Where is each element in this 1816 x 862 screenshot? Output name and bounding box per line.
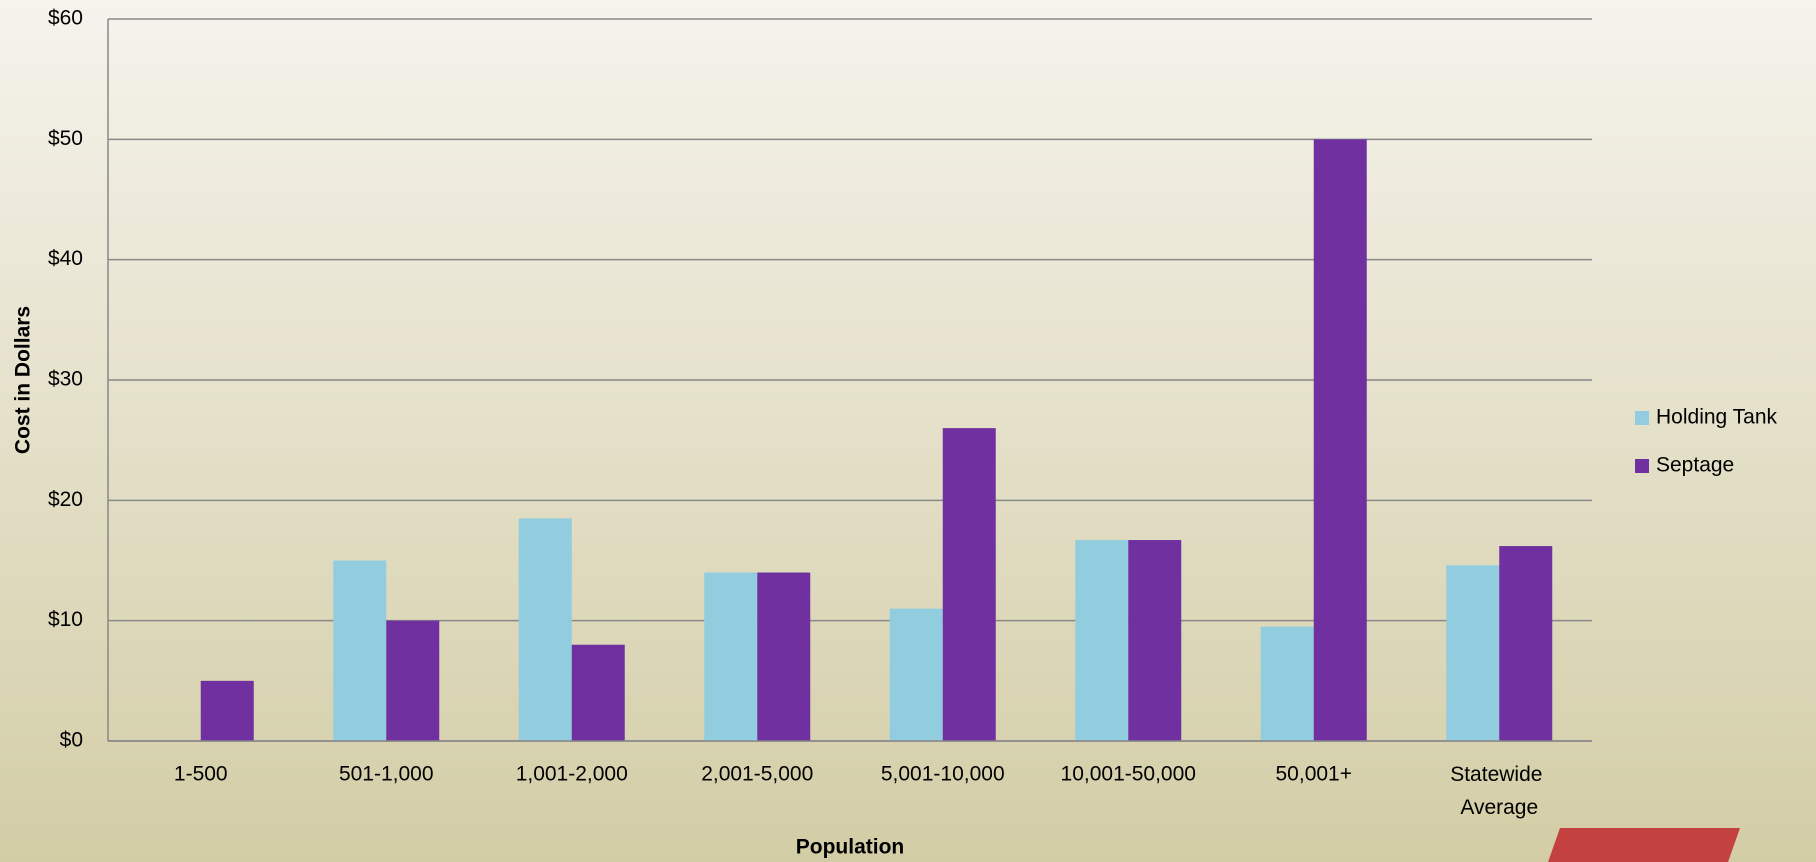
- bar: [200, 680, 254, 741]
- x-axis-title: Population: [796, 836, 905, 859]
- bar: [1260, 626, 1314, 741]
- legend-swatch: [1635, 411, 1649, 425]
- x-tick-label: 2,001-5,000: [701, 763, 813, 786]
- bar: [889, 608, 943, 741]
- bar: [704, 572, 758, 741]
- y-axis-title: Cost in Dollars: [12, 306, 35, 454]
- x-tick-label: 10,001-50,000: [1061, 763, 1196, 786]
- bar: [518, 518, 572, 741]
- legend-label: Septage: [1656, 454, 1734, 477]
- legend-swatch: [1635, 459, 1649, 473]
- x-tick-label: 501-1,000: [339, 763, 434, 786]
- x-tick-label: 1,001-2,000: [516, 763, 628, 786]
- bar: [1128, 540, 1182, 741]
- x-tick-label: 5,001-10,000: [881, 763, 1005, 786]
- bar: [1499, 546, 1553, 741]
- x-tick-label: Statewide Average: [1450, 763, 1548, 819]
- legend-label: Holding Tank: [1656, 406, 1778, 429]
- bar: [942, 428, 996, 741]
- y-tick-label: $40: [48, 247, 83, 270]
- bar: [1075, 540, 1129, 741]
- logo: [1548, 828, 1740, 862]
- y-tick-label: $20: [48, 488, 83, 511]
- y-tick-label: $0: [60, 729, 83, 752]
- y-tick-label: $60: [48, 7, 83, 30]
- x-tick-label: 50,001+: [1276, 763, 1353, 786]
- y-tick-label: $30: [48, 368, 83, 391]
- y-tick-label: $50: [48, 127, 83, 150]
- y-tick-label: $10: [48, 608, 83, 631]
- bar: [333, 560, 387, 741]
- bar: [1446, 565, 1500, 741]
- x-tick-label: 1-500: [174, 763, 228, 786]
- bar: [386, 620, 440, 741]
- bar: [757, 572, 811, 741]
- bar: [1313, 139, 1367, 742]
- bar: [571, 644, 625, 741]
